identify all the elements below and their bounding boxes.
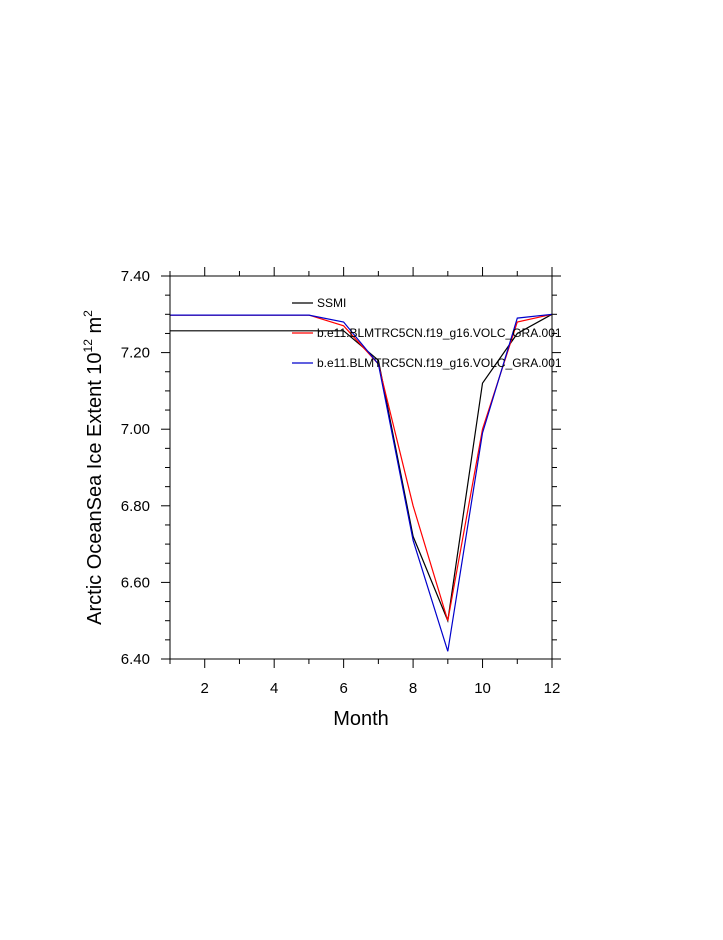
plot-frame: [169, 275, 553, 660]
y-tick-label: 7.20: [121, 345, 150, 362]
labels-layer: 2 4 6 8 10 12 6.40 6.60 6.80 7.00 7.20 7.40: [121, 268, 561, 697]
legend-label-3: b.e11.BLMTRC5CN.f19_g16.VOLC_GRA.001: [317, 356, 562, 370]
legend-label-2: b.e11.BLMTRC5CN.f19_g16.VOLC_GRA.001: [317, 326, 562, 340]
y-tick-label: 7.40: [121, 268, 150, 285]
x-tick-label: 6: [339, 680, 347, 697]
y-tick-label: 6.40: [121, 651, 150, 668]
legend: SSMI b.e11.BLMTRC5CN.f19_g16.VOLC_GRA.001…: [292, 296, 562, 370]
y-tick-label: 7.00: [121, 421, 150, 438]
x-tick-label: 2: [201, 680, 209, 697]
ticks-layer: [161, 267, 561, 668]
legend-label-1: SSMI: [317, 296, 346, 310]
series-line-3: [170, 313, 553, 652]
y-tick-label: 6.60: [121, 574, 150, 591]
y-axis-title-main: Arctic OceanSea Ice Extent 10: [84, 352, 106, 624]
x-tick-label: 12: [544, 680, 561, 697]
x-tick-label: 8: [409, 680, 417, 697]
series-layer: [170, 313, 553, 652]
x-axis-title: Month: [333, 708, 389, 730]
y-tick-label: 6.80: [121, 498, 150, 515]
y-axis-title-exp1: 12: [81, 339, 95, 353]
y-axis-title: Arctic OceanSea Ice Extent 1012 m2: [81, 310, 106, 625]
y-axis-title-unit: m: [84, 317, 106, 339]
y-axis-title-exp2: 2: [81, 310, 95, 317]
x-tick-label: 10: [474, 680, 491, 697]
x-tick-label: 4: [270, 680, 278, 697]
